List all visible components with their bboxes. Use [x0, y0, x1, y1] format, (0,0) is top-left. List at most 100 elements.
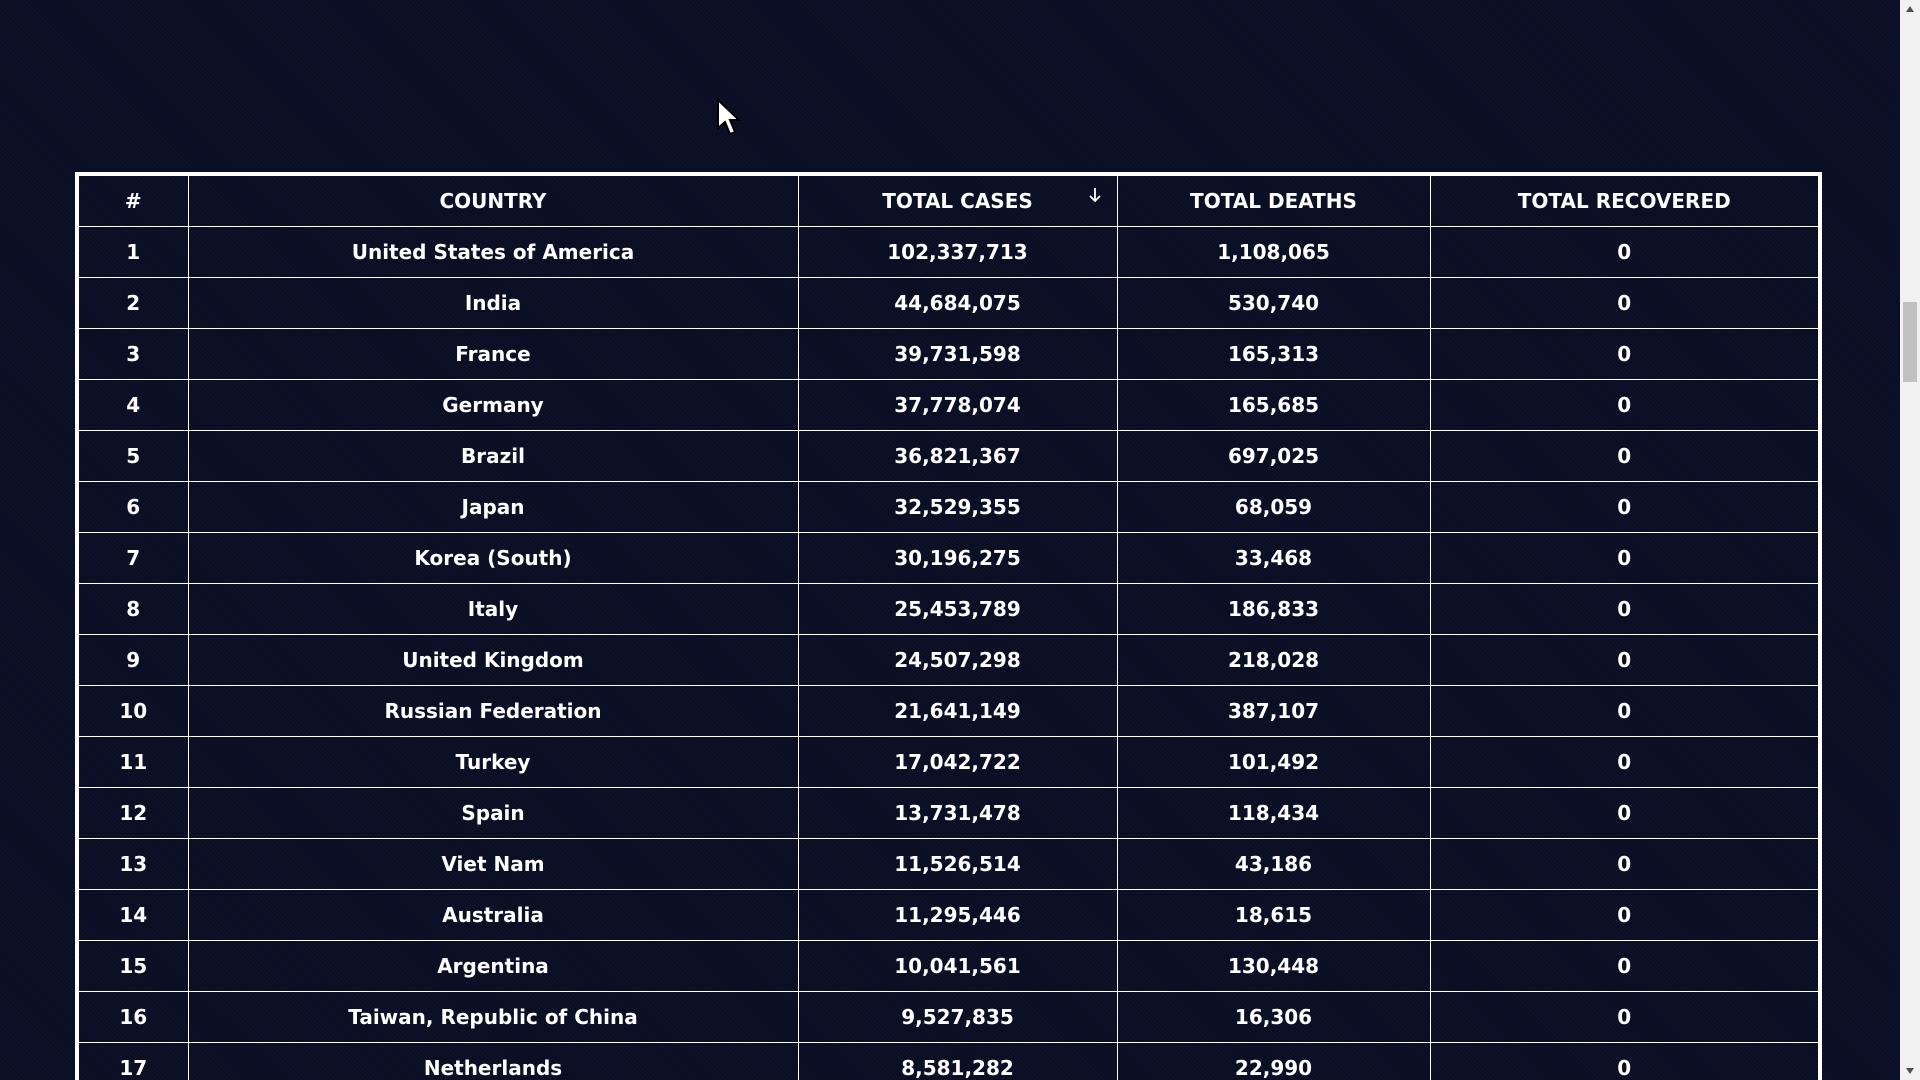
vertical-scrollbar[interactable] — [1900, 0, 1920, 1080]
cell-rank: 13 — [79, 838, 189, 890]
cell-total-deaths: 43,186 — [1116, 838, 1431, 890]
cell-total-deaths: 387,107 — [1116, 685, 1431, 737]
cell-total-cases: 8,581,282 — [797, 1042, 1118, 1080]
cell-country: Japan — [187, 481, 799, 533]
table-row[interactable]: 12 Spain 13,731,478 118,434 0 — [79, 787, 1818, 839]
table-row[interactable]: 17 Netherlands 8,581,282 22,990 0 — [79, 1042, 1818, 1080]
cell-country: Australia — [187, 889, 799, 941]
table-body: 1 United States of America 102,337,713 1,10… — [79, 226, 1818, 1080]
cell-country: France — [187, 328, 799, 380]
table-row[interactable]: 13 Viet Nam 11,526,514 43,186 0 — [79, 838, 1818, 890]
cell-total-deaths: 33,468 — [1116, 532, 1431, 584]
cell-total-cases: 37,778,074 — [797, 379, 1118, 431]
cell-country: Netherlands — [187, 1042, 799, 1080]
cell-country: Turkey — [187, 736, 799, 788]
table-row[interactable]: 5 Brazil 36,821,367 697,025 0 — [79, 430, 1818, 482]
cell-rank: 7 — [79, 532, 189, 584]
scroll-up-arrow-icon[interactable] — [1900, 0, 1920, 18]
header-total-cases-label: TOTAL CASES — [882, 189, 1033, 213]
cell-total-recovered: 0 — [1429, 481, 1818, 533]
table-row[interactable]: 14 Australia 11,295,446 18,615 0 — [79, 889, 1818, 941]
cell-total-deaths: 165,313 — [1116, 328, 1431, 380]
cell-country: Germany — [187, 379, 799, 431]
cell-country: United States of America — [187, 226, 799, 278]
table-row[interactable]: 11 Turkey 17,042,722 101,492 0 — [79, 736, 1818, 788]
cell-total-recovered: 0 — [1429, 787, 1818, 839]
cell-total-recovered: 0 — [1429, 685, 1818, 737]
header-total-deaths[interactable]: TOTAL DEATHS — [1116, 176, 1431, 227]
cell-country: Taiwan, Republic of China — [187, 991, 799, 1043]
cell-total-cases: 25,453,789 — [797, 583, 1118, 635]
cell-total-recovered: 0 — [1429, 1042, 1818, 1080]
cell-total-deaths: 22,990 — [1116, 1042, 1431, 1080]
cell-total-deaths: 101,492 — [1116, 736, 1431, 788]
cell-rank: 16 — [79, 991, 189, 1043]
table-row[interactable]: 4 Germany 37,778,074 165,685 0 — [79, 379, 1818, 431]
cell-total-recovered: 0 — [1429, 328, 1818, 380]
cell-total-deaths: 186,833 — [1116, 583, 1431, 635]
cell-country: Spain — [187, 787, 799, 839]
cell-rank: 9 — [79, 634, 189, 686]
cell-rank: 10 — [79, 685, 189, 737]
cell-rank: 12 — [79, 787, 189, 839]
cell-total-recovered: 0 — [1429, 889, 1818, 941]
cell-country: Russian Federation — [187, 685, 799, 737]
cell-total-recovered: 0 — [1429, 991, 1818, 1043]
table-row[interactable]: 6 Japan 32,529,355 68,059 0 — [79, 481, 1818, 533]
table-row[interactable]: 1 United States of America 102,337,713 1,10… — [79, 226, 1818, 278]
cell-total-deaths: 218,028 — [1116, 634, 1431, 686]
cell-total-recovered: 0 — [1429, 634, 1818, 686]
cell-total-deaths: 165,685 — [1116, 379, 1431, 431]
table-row[interactable]: 10 Russian Federation 21,641,149 387,107 0 — [79, 685, 1818, 737]
cell-total-recovered: 0 — [1429, 838, 1818, 890]
cell-total-cases: 32,529,355 — [797, 481, 1118, 533]
cell-total-deaths: 130,448 — [1116, 940, 1431, 992]
cell-total-deaths: 68,059 — [1116, 481, 1431, 533]
cell-rank: 14 — [79, 889, 189, 941]
cell-total-cases: 10,041,561 — [797, 940, 1118, 992]
table-row[interactable]: 16 Taiwan, Republic of China 9,527,835 16,3… — [79, 991, 1818, 1043]
table-row[interactable]: 3 France 39,731,598 165,313 0 — [79, 328, 1818, 380]
cell-total-cases: 9,527,835 — [797, 991, 1118, 1043]
scroll-down-arrow-icon[interactable] — [1900, 1062, 1920, 1080]
table-row[interactable]: 9 United Kingdom 24,507,298 218,028 0 — [79, 634, 1818, 686]
table-row[interactable]: 2 India 44,684,075 530,740 0 — [79, 277, 1818, 329]
scrollbar-thumb[interactable] — [1903, 302, 1917, 382]
header-total-cases[interactable]: TOTAL CASES — [797, 176, 1118, 227]
cell-total-cases: 11,295,446 — [797, 889, 1118, 941]
cell-total-recovered: 0 — [1429, 379, 1818, 431]
covid-stats-table-container: # COUNTRY TOTAL CASES TOTAL DEATHS TOTAL… — [75, 172, 1822, 1080]
cell-country: Argentina — [187, 940, 799, 992]
table-header-row: # COUNTRY TOTAL CASES TOTAL DEATHS TOTAL… — [79, 176, 1818, 227]
cell-rank: 1 — [79, 226, 189, 278]
table-row[interactable]: 8 Italy 25,453,789 186,833 0 — [79, 583, 1818, 635]
cell-rank: 3 — [79, 328, 189, 380]
cell-rank: 11 — [79, 736, 189, 788]
cell-total-cases: 21,641,149 — [797, 685, 1118, 737]
covid-stats-table: # COUNTRY TOTAL CASES TOTAL DEATHS TOTAL… — [79, 176, 1818, 1080]
cell-rank: 6 — [79, 481, 189, 533]
cell-total-recovered: 0 — [1429, 736, 1818, 788]
cell-total-cases: 39,731,598 — [797, 328, 1118, 380]
table-row[interactable]: 15 Argentina 10,041,561 130,448 0 — [79, 940, 1818, 992]
arrow-down-icon[interactable] — [1087, 186, 1103, 204]
cell-country: Italy — [187, 583, 799, 635]
cell-country: Viet Nam — [187, 838, 799, 890]
header-total-recovered[interactable]: TOTAL RECOVERED — [1429, 176, 1818, 227]
table-row[interactable]: 7 Korea (South) 30,196,275 33,468 0 — [79, 532, 1818, 584]
header-country[interactable]: COUNTRY — [187, 176, 799, 227]
cell-total-cases: 13,731,478 — [797, 787, 1118, 839]
cell-total-recovered: 0 — [1429, 430, 1818, 482]
cell-total-deaths: 118,434 — [1116, 787, 1431, 839]
mouse-cursor-icon — [717, 98, 742, 136]
cell-total-recovered: 0 — [1429, 277, 1818, 329]
cell-total-deaths: 1,108,065 — [1116, 226, 1431, 278]
cell-total-deaths: 530,740 — [1116, 277, 1431, 329]
cell-total-cases: 44,684,075 — [797, 277, 1118, 329]
header-rank[interactable]: # — [79, 176, 189, 227]
cell-total-cases: 102,337,713 — [797, 226, 1118, 278]
cell-total-cases: 30,196,275 — [797, 532, 1118, 584]
cell-rank: 5 — [79, 430, 189, 482]
cell-country: Korea (South) — [187, 532, 799, 584]
